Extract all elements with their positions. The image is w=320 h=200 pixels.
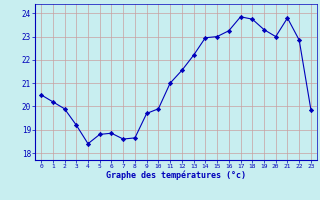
X-axis label: Graphe des températures (°c): Graphe des températures (°c) — [106, 171, 246, 180]
